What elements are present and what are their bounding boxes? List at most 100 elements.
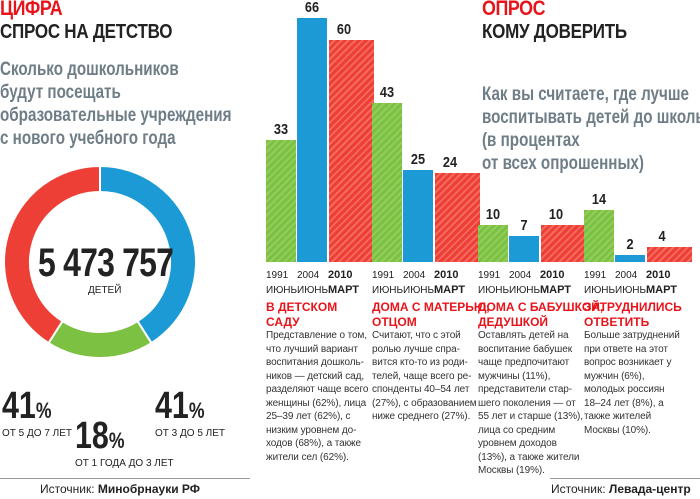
bar-value-label: 60: [336, 21, 352, 39]
year: 2004: [297, 270, 320, 281]
donut-slice: [3, 164, 101, 345]
year: 1991: [584, 270, 607, 281]
category-title-line: САДУ: [266, 315, 300, 329]
donut-slice: [99, 164, 197, 345]
source-label: Источник:: [551, 482, 606, 496]
divider: [0, 478, 250, 479]
slice-label: ОТ 3 ДО 5 ЛЕТ: [155, 428, 226, 439]
category-title: ЗАТРУДНИЛИСЬ ОТВЕТИТЬ: [584, 300, 682, 330]
year-label: 2004 ИЮНЬ: [615, 268, 647, 298]
left-question: Сколько дошкольников будут посещать обра…: [0, 58, 231, 150]
category-description: Считают, что с этой ролью лучше спра­вит…: [372, 330, 477, 422]
question-line: Как вы считаете, где лучше: [482, 84, 689, 105]
month: ИЮНЬ: [403, 285, 435, 296]
right-kicker: ОПРОС: [482, 0, 546, 20]
bar: [403, 169, 433, 262]
month: МАРТ: [328, 284, 360, 296]
question-line: с нового учебного года: [0, 128, 176, 149]
bar: [509, 236, 539, 262]
month: ИЮНЬ: [478, 285, 510, 296]
question-line: будут посещать: [0, 82, 121, 103]
question-line: (в процентах: [482, 130, 580, 151]
bar: [647, 247, 692, 262]
bar: [329, 40, 374, 262]
bar: [478, 225, 508, 262]
question-line: от всех опрошенных): [482, 153, 644, 174]
slice-label: ОТ 5 ДО 7 ЛЕТ: [2, 428, 73, 439]
bar-value-label: 25: [410, 150, 426, 168]
slice-label-5-7: 41% ОТ 5 ДО 7 ЛЕТ: [2, 385, 72, 439]
bar-value-label: 66: [304, 0, 320, 16]
bar: [297, 18, 327, 262]
month: ИЮНЬ: [372, 285, 404, 296]
left-kicker: ЦИФРА: [0, 0, 63, 20]
year: 2004: [509, 270, 532, 281]
year-label: 1991 ИЮНЬ: [266, 268, 298, 298]
bar: [615, 254, 645, 262]
total-children: 5 473 757: [38, 241, 174, 285]
right-source: Источник: Левада-центр: [551, 482, 691, 496]
month: ИЮНЬ: [615, 285, 647, 296]
slice-label: ОТ 1 ГОДА ДО 3 ЛЕТ: [75, 458, 174, 469]
month: ИЮНЬ: [584, 285, 616, 296]
year-label: 2010 МАРТ: [646, 268, 678, 298]
category-description: Представление о том, что лучший вариант …: [266, 330, 369, 463]
year: 2004: [403, 270, 426, 281]
donut-slice: [47, 319, 153, 359]
category-title-line: В ДЕТСКОМ: [266, 300, 338, 314]
question-line: Сколько дошкольников: [0, 59, 179, 80]
category-title-line: ОТЦОМ: [372, 315, 417, 329]
year-label: 1991 ИЮНЬ: [478, 268, 510, 298]
slice-value: 41: [155, 385, 189, 427]
year: 2010: [328, 269, 353, 281]
bar: [372, 103, 402, 262]
question-line: образовательные учреждения: [0, 105, 232, 126]
category-description: Оставлять детей на воспитание бабу­шек ч…: [478, 330, 583, 476]
source-name: Минобрнауки РФ: [97, 482, 200, 496]
month: МАРТ: [434, 284, 466, 296]
bar: [266, 140, 296, 262]
divider: [550, 478, 700, 479]
year-label: 2010 МАРТ: [434, 268, 466, 298]
left-source: Источник: Минобрнауки РФ: [40, 482, 200, 496]
bar-value-label: 10: [548, 206, 564, 224]
year-label: 1991 ИЮНЬ: [372, 268, 404, 298]
source-label: Источник:: [40, 482, 95, 496]
category-title-line: ДОМА С БАБУШКОЙ,: [478, 300, 604, 314]
percent-sign: %: [108, 428, 125, 453]
slice-value: 18: [75, 415, 109, 457]
slice-value: 41: [2, 385, 36, 427]
year: 2010: [540, 269, 565, 281]
year-label: 2010 МАРТ: [540, 268, 572, 298]
bar-value-label: 33: [273, 121, 289, 138]
source-name: Левада-центр: [608, 482, 691, 496]
bar-value-label: 43: [379, 84, 395, 102]
percent-sign: %: [188, 398, 205, 423]
category-title-line: ЗАТРУДНИЛИСЬ: [584, 300, 682, 314]
percent-sign: %: [35, 398, 52, 423]
month: ИЮНЬ: [266, 285, 298, 296]
bar: [435, 173, 480, 262]
category-title: ДОМА С МАТЕРЬЮ, ОТЦОМ: [372, 300, 490, 330]
year-label: 2004 ИЮНЬ: [509, 268, 540, 298]
year: 2010: [434, 269, 459, 281]
category-title-line: ДОМА С МАТЕРЬЮ,: [372, 300, 490, 314]
category-description: Больше затруднений при ответе на этот во…: [584, 330, 680, 436]
year-labels: 1991 ИЮНЬ 2004 ИЮНЬ 2010 МАРТ: [266, 268, 360, 298]
month: ИЮНЬ: [297, 285, 329, 296]
year-labels: 1991 ИЮНЬ 2004 ИЮНЬ 2010 МАРТ: [478, 268, 572, 298]
month: МАРТ: [646, 284, 678, 296]
bar-value-label: 2: [626, 235, 634, 253]
bar: [584, 210, 614, 262]
donut-chart: [3, 164, 197, 359]
year-label: 1991 ИЮНЬ: [584, 268, 616, 298]
category-title: ДОМА С БАБУШКОЙ, ДЕДУШКОЙ: [478, 300, 603, 330]
year-label: 2010 МАРТ: [328, 268, 360, 298]
right-headline: КОМУ ДОВЕРИТЬ: [482, 21, 627, 43]
year: 2010: [646, 269, 671, 281]
year: 1991: [478, 270, 501, 281]
left-headline: СПРОС НА ДЕТСТВО: [0, 21, 173, 43]
category-title: В ДЕТСКОМ САДУ: [266, 300, 337, 330]
month: МАРТ: [540, 284, 572, 296]
category-title-line: ОТВЕТИТЬ: [584, 315, 650, 329]
